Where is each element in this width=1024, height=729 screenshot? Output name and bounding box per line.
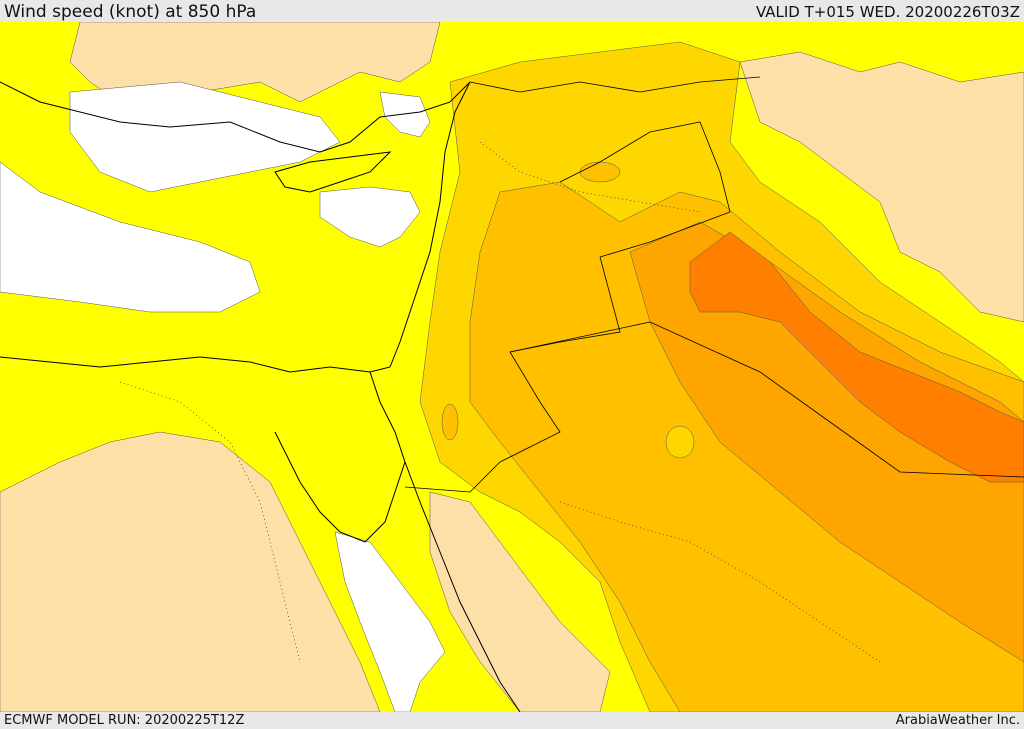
footer-bar: ECMWF MODEL RUN: 20200225T12Z ArabiaWeat… [0,712,1024,729]
cyprus-outline [274,151,392,193]
gold-patch [441,403,459,441]
peach-zone-iran [739,51,1024,323]
credit-label: ArabiaWeather Inc. [895,713,1020,728]
coastline-turkey [0,81,471,153]
coastline-sinai-redsea-west [274,371,406,543]
coastline-levant [0,81,471,373]
gold-patch [579,161,621,183]
header-bar: Wind speed (knot) at 850 hPa VALID T+015… [0,0,1024,22]
peach-zone-egypt [0,431,381,712]
border-turkey-syria [469,76,761,93]
coastline-redsea-east [404,461,521,712]
map-title: Wind speed (knot) at 850 hPa [4,2,257,22]
admin-line [559,501,881,663]
white-zone-aegean [69,81,341,193]
orange-zone-south-iraq [629,221,1024,663]
wind-speed-map [0,22,1024,712]
admin-line [119,381,301,663]
map-canvas [0,22,1024,712]
border-iraq-saudi [509,321,1024,478]
gold-patch [665,425,695,459]
border-syria-iraq [404,256,621,493]
white-zone-mediterranean [0,161,261,313]
border-iraq-iran [559,121,731,258]
white-zone-red-sea [334,531,446,712]
model-run-label: ECMWF MODEL RUN: 20200225T12Z [4,713,245,728]
valid-time: VALID T+015 WED. 20200226T03Z [755,3,1020,21]
peach-zone-arabia-west [429,491,611,712]
deep-orange-zone-jet [689,231,1024,483]
white-zone-cyprus-east [319,186,421,248]
white-zone-turkey-south [379,91,431,138]
